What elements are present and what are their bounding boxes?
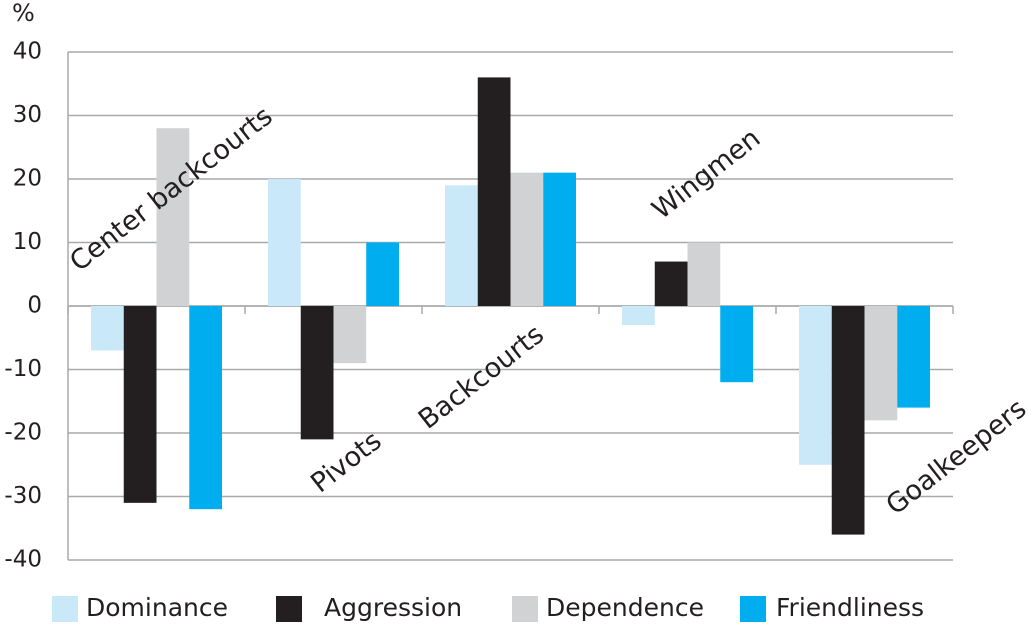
legend-label: Aggression (324, 593, 462, 622)
bar (123, 306, 157, 503)
bar (543, 172, 576, 306)
y-tick-label: 20 (13, 166, 42, 192)
bar (622, 306, 655, 326)
bar (366, 242, 399, 306)
legend-swatch (276, 596, 302, 622)
y-tick-label: 0 (27, 293, 42, 319)
bar (445, 185, 478, 306)
y-tick-label: 40 (13, 39, 42, 65)
y-tick-label: 10 (13, 229, 42, 255)
bar (831, 306, 865, 535)
y-tick-label: -40 (4, 547, 42, 573)
bar (654, 261, 688, 306)
bar (91, 306, 124, 351)
bar (300, 306, 334, 440)
bar (897, 306, 930, 408)
bar (156, 128, 190, 306)
legend-label: Dominance (86, 593, 228, 622)
y-tick-label: -30 (4, 483, 42, 509)
y-tick-label: -20 (4, 420, 42, 446)
y-tick-label: 30 (13, 102, 42, 128)
bar (333, 306, 367, 364)
bar (720, 306, 753, 383)
bar (864, 306, 898, 421)
category-label: Wingmen (646, 123, 766, 226)
bar (268, 179, 301, 306)
bar (189, 306, 222, 510)
bar (510, 172, 544, 306)
y-axis-label: % (12, 0, 35, 27)
legend-swatch (740, 596, 766, 622)
bar (799, 306, 832, 465)
bar (687, 242, 721, 306)
bar (477, 77, 511, 307)
legend-label: Dependence (546, 593, 704, 622)
legend-swatch (512, 596, 538, 622)
category-label: Goalkeepers (881, 393, 1032, 521)
legend-swatch (52, 596, 78, 622)
legend-label: Friendliness (776, 593, 924, 622)
y-tick-label: -10 (4, 356, 42, 382)
category-label: Backcourts (413, 319, 550, 436)
